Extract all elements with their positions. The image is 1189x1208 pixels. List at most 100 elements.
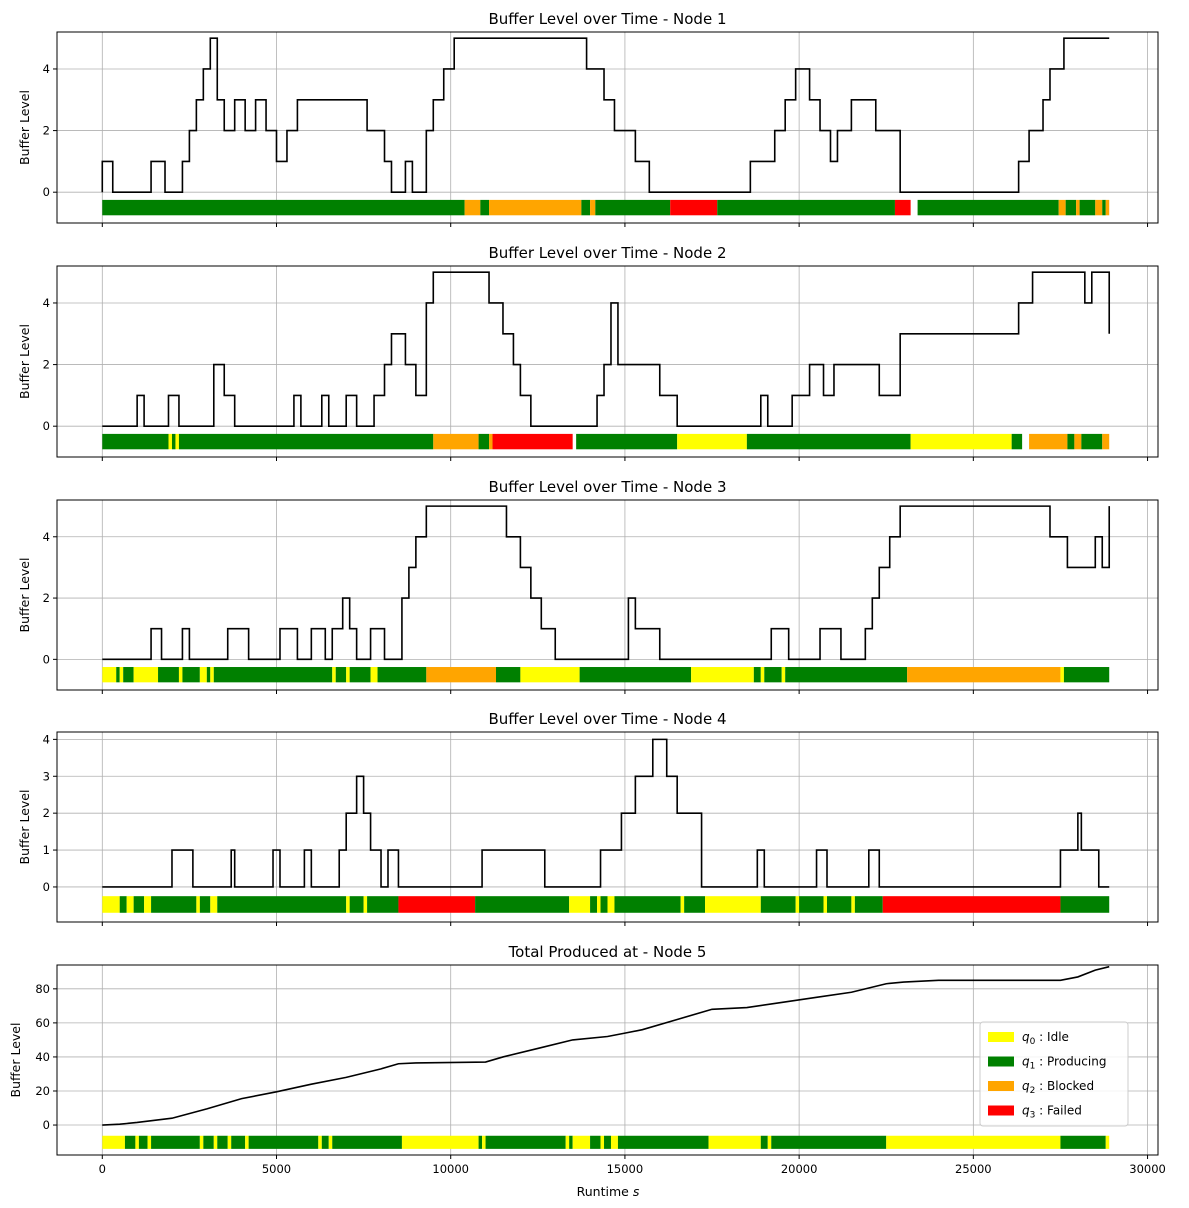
state-segment-producing [1063, 667, 1110, 683]
state-segment-idle [677, 433, 747, 450]
state-segment-producing [178, 433, 434, 450]
state-segment-idle [102, 667, 117, 683]
panel-title: Buffer Level over Time - Node 2 [489, 244, 727, 262]
buffer-level-line [102, 505, 1111, 661]
state-segment-idle [318, 1135, 322, 1149]
x-axis-label-var: s [633, 1184, 640, 1199]
state-segment-blocked [1074, 433, 1082, 450]
state-segment-producing [1079, 199, 1096, 216]
state-segment-failed [492, 433, 573, 450]
state-segment-producing [213, 667, 333, 683]
state-segment-idle [144, 896, 152, 913]
state-segment-producing [1011, 433, 1023, 450]
state-segment-producing [760, 896, 796, 913]
legend-item-blocked: q2 : Blocked [988, 1079, 1094, 1096]
panel-title: Buffer Level over Time - Node 4 [489, 710, 727, 728]
state-segment-producing [116, 667, 120, 683]
x-ticks [101, 690, 1149, 694]
state-segment-idle [210, 896, 218, 913]
legend-text: : Blocked [1035, 1079, 1094, 1093]
panel-title: Buffer Level over Time - Node 3 [489, 478, 727, 496]
y-tick-label: 1 [43, 843, 50, 857]
state-segment-idle [1060, 667, 1064, 683]
legend-item-failed: q3 : Failed [988, 1104, 1082, 1121]
legend-text: : Producing [1035, 1055, 1106, 1069]
state-segment-idle [199, 667, 207, 683]
y-tick-label: 20 [35, 1084, 50, 1098]
state-segment-blocked [489, 433, 493, 450]
state-segment-blocked [1095, 199, 1103, 216]
y-tick-label: 0 [43, 880, 50, 894]
y-tick-label: 0 [43, 419, 50, 433]
y-tick-label: 60 [35, 1016, 50, 1030]
state-segment-producing [151, 896, 197, 913]
state-segment-idle [691, 667, 754, 683]
state-segment-blocked [1076, 199, 1080, 216]
axes-frame [56, 731, 1159, 923]
state-segment-producing [480, 199, 490, 216]
state-segment-producing [785, 667, 908, 683]
y-tick-label: 3 [43, 769, 50, 783]
state-segment-producing [1102, 199, 1106, 216]
state-band [102, 199, 1110, 216]
y-axis-label: Buffer Level [17, 790, 32, 865]
state-segment-blocked [1105, 199, 1110, 216]
state-segment-producing [827, 896, 852, 913]
state-segment-blocked [1058, 199, 1066, 216]
legend-box [979, 1021, 1129, 1127]
state-segment-producing [182, 667, 200, 683]
legend-swatch [988, 1032, 1014, 1042]
x-tick-label: 25000 [955, 1162, 992, 1176]
y-tick-label: 0 [43, 185, 50, 199]
state-segment-blocked [489, 199, 582, 216]
state-segment-producing [321, 1135, 329, 1149]
legend-symbol: q [1022, 1104, 1030, 1118]
state-segment-producing [854, 896, 883, 913]
state-segment-producing [133, 896, 145, 913]
state-segment-idle [569, 896, 591, 913]
state-segment-idle [328, 1135, 333, 1149]
y-tick-label: 2 [43, 124, 50, 138]
state-segment-producing [684, 896, 706, 913]
state-segment-producing [764, 667, 782, 683]
state-segment-producing [332, 1135, 402, 1149]
state-segment-idle [565, 1135, 570, 1149]
y-axis-label: Buffer Level [17, 324, 32, 399]
state-segment-producing [496, 667, 521, 683]
state-segment-blocked [1102, 433, 1110, 450]
y-tick-label: 0 [43, 1118, 50, 1132]
state-segment-blocked [426, 667, 497, 683]
y-tick-label: 4 [43, 62, 50, 76]
legend-subscript: 1 [1030, 1062, 1036, 1072]
state-segment-idle [332, 667, 336, 683]
state-segment-producing [248, 1135, 319, 1149]
y-tick-label: 4 [43, 530, 50, 544]
state-segment-idle [196, 896, 200, 913]
state-band [102, 896, 1110, 913]
state-segment-idle [572, 1135, 591, 1149]
state-segment-producing [579, 667, 692, 683]
y-tick-label: 2 [43, 806, 50, 820]
state-segment-producing [1065, 199, 1077, 216]
x-ticks [101, 922, 1149, 926]
y-axis-label: Buffer Level [17, 558, 32, 633]
state-segment-producing [614, 896, 681, 913]
state-segment-blocked [907, 667, 1061, 683]
y-tick-label: 4 [43, 732, 50, 746]
state-segment-idle [760, 667, 765, 683]
y-ticks: 0 20 40 60 80 [35, 982, 57, 1132]
legend-swatch [988, 1081, 1014, 1091]
state-segment-producing [206, 667, 211, 683]
state-segment-producing [1060, 896, 1110, 913]
state-segment-idle [102, 1135, 125, 1149]
state-segment-idle [680, 896, 685, 913]
state-segment-producing [1060, 1135, 1106, 1149]
state-segment-producing [760, 1135, 768, 1149]
state-segment-blocked [1029, 433, 1068, 450]
panel-title: Buffer Level over Time - Node 1 [489, 10, 727, 28]
buffer-level-line [102, 271, 1111, 427]
axes-frame [56, 265, 1159, 458]
state-segment-producing [199, 896, 211, 913]
state-segment-idle [135, 1135, 139, 1149]
x-ticks [101, 223, 1149, 227]
